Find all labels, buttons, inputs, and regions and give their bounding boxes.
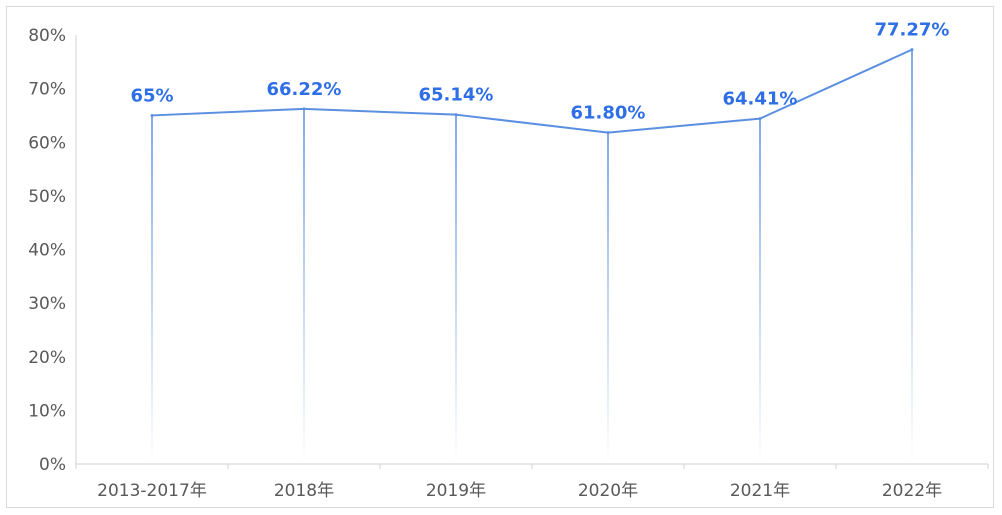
y-tick-label: 80% [28, 26, 66, 46]
x-tick-label: 2018年 [274, 481, 334, 501]
x-tick-label: 2013-2017年 [97, 481, 207, 501]
x-tick-label: 2019年 [426, 481, 486, 501]
y-tick-label: 30% [28, 294, 66, 314]
data-labels: 65% 66.22% 65.14% 61.80% 64.41% 77.27% [130, 20, 949, 124]
data-label: 61.80% [571, 103, 646, 124]
data-point [606, 131, 610, 135]
y-tick-label: 70% [28, 80, 66, 100]
data-label: 77.27% [875, 20, 950, 41]
y-tick-label: 10% [28, 401, 66, 421]
series-line [151, 48, 913, 134]
data-label: 65% [130, 85, 173, 106]
x-tick-label: 2020年 [578, 481, 638, 501]
y-tick-label: 50% [28, 187, 66, 207]
drop-line [607, 132, 609, 464]
x-tick-label: 2022年 [882, 481, 942, 501]
data-label: 64.41% [723, 89, 798, 110]
series-line-group [150, 48, 914, 135]
drop-lines [151, 49, 913, 465]
data-point [150, 113, 154, 117]
chart-frame [6, 6, 994, 508]
data-point [302, 107, 306, 111]
data-label: 66.22% [267, 79, 342, 100]
x-tick-label: 2021年 [730, 481, 790, 501]
y-tick-label: 60% [28, 133, 66, 153]
drop-line [455, 114, 457, 464]
drop-line [151, 115, 153, 464]
drop-line [759, 118, 761, 464]
drop-line [911, 49, 913, 465]
data-point [454, 113, 458, 117]
drop-line [303, 108, 305, 464]
data-point [910, 48, 914, 52]
data-label: 65.14% [419, 85, 494, 106]
y-axis: 0% 10% 20% 30% 40% 50% 60% 70% 80% [28, 26, 77, 475]
y-tick-label: 0% [39, 455, 66, 475]
data-point [758, 117, 762, 121]
y-tick-label: 20% [28, 348, 66, 368]
x-axis: 2013-2017年 2018年 2019年 2020年 2021年 2022年 [75, 463, 989, 501]
y-tick-label: 40% [28, 241, 66, 261]
